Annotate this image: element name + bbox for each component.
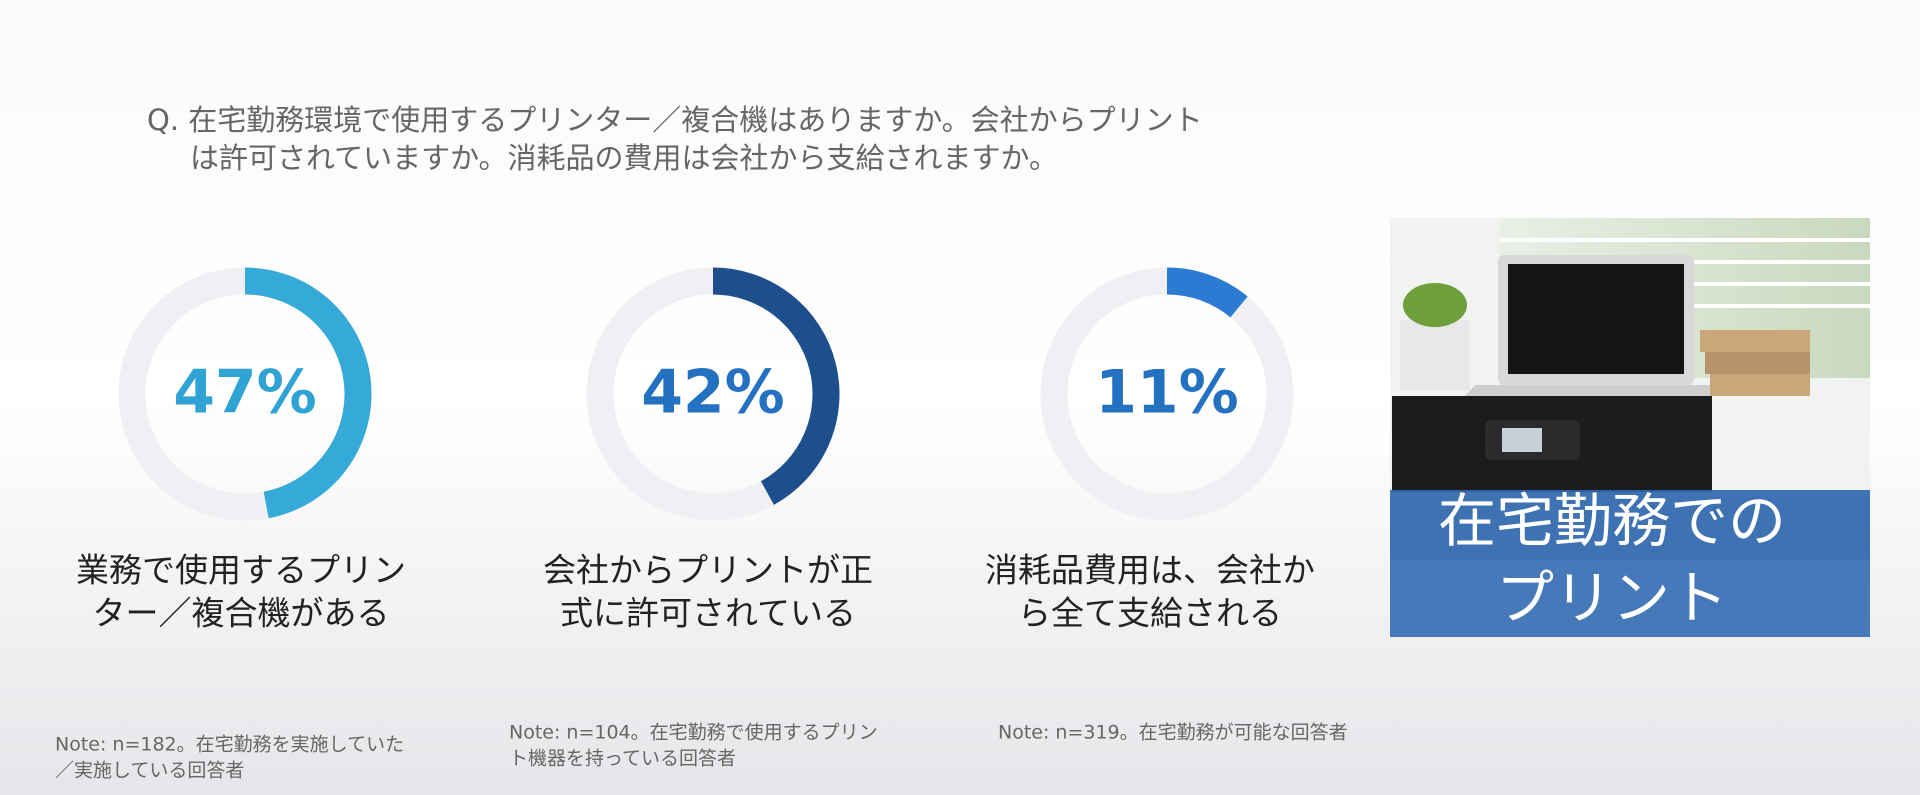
image-caption: プリント: [1496, 564, 1728, 632]
image-caption: 在宅勤務での: [1438, 487, 1786, 555]
note: Note: n=104。在宅勤務で使用するプリン: [509, 722, 878, 744]
donut-arc: [244, 267, 372, 519]
value-label: 47%: [173, 358, 317, 428]
value-label: 11%: [1095, 358, 1239, 428]
caption: 式に許可されている: [560, 594, 856, 633]
value-label: 42%: [641, 358, 785, 428]
caption: 会社からプリントが正: [543, 551, 873, 590]
photo: 在宅勤務での プリント: [1390, 218, 1870, 637]
note: Note: n=182。在宅勤務を実施していた: [55, 734, 404, 756]
donut-arc: [1166, 267, 1248, 318]
note: ／実施している回答者: [55, 760, 244, 782]
caption: 消耗品費用は、会社か: [985, 551, 1315, 590]
note: Note: n=319。在宅勤務が可能な回答者: [998, 722, 1348, 744]
question-line: は許可されていますか。消耗品の費用は会社から支給されますか。: [190, 141, 1058, 175]
question-line: Q. 在宅勤務環境で使用するプリンター／複合機はありますか。会社からプリント: [147, 103, 1203, 137]
caption: ら全て支給される: [1018, 594, 1282, 633]
caption: ター／複合機がある: [93, 594, 390, 633]
note: ト機器を持っている回答者: [509, 748, 736, 770]
donut-arc: [712, 267, 840, 505]
caption: 業務で使用するプリン: [76, 551, 406, 590]
